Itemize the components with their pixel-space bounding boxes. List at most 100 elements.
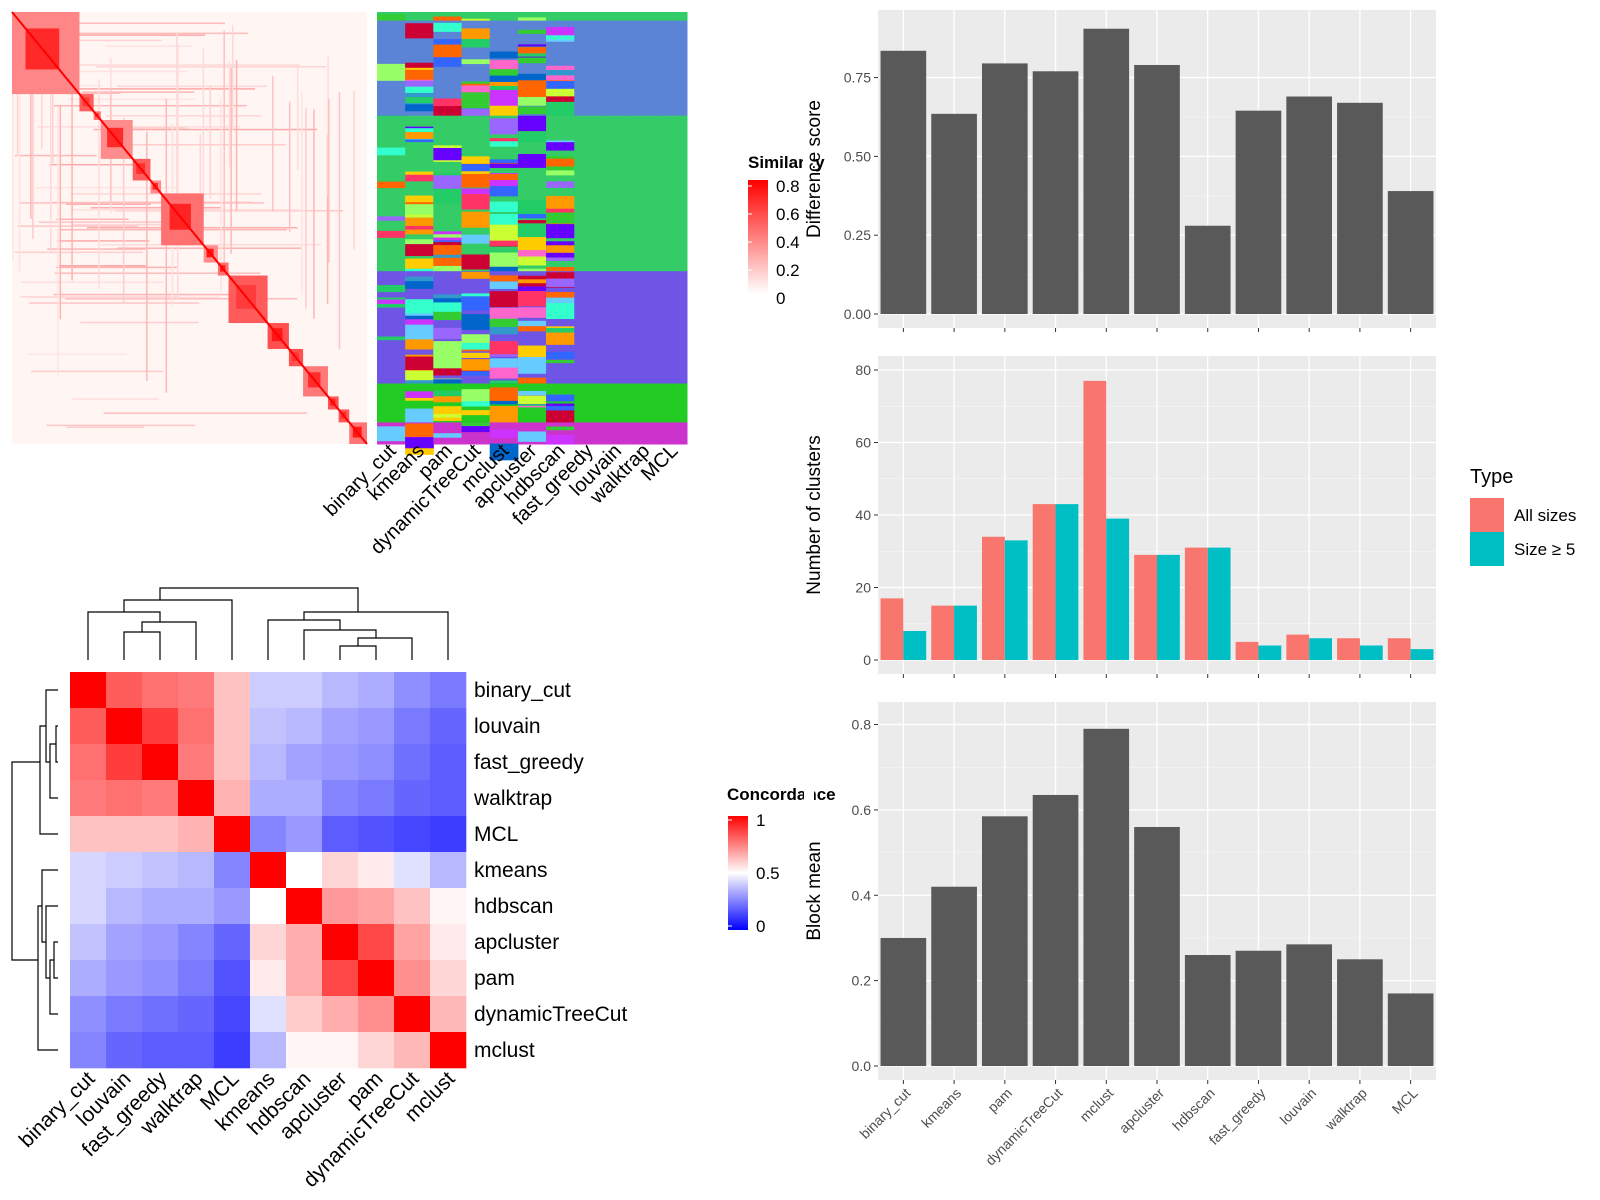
label-cell (461, 173, 491, 188)
label-cell (405, 239, 434, 245)
label-cell (461, 369, 491, 376)
label-cell (574, 422, 603, 445)
label-cell (433, 390, 463, 397)
method-labels: binary_cutkmeanspamdynamicTreeCutmclusta… (320, 440, 683, 559)
similarity-streak (30, 57, 32, 219)
label-cell (602, 271, 632, 385)
similarity-streak (122, 117, 125, 304)
legend-label-size-5: Size ≥ 5 (1514, 540, 1575, 559)
y-axis-label: Number of clusters (804, 435, 825, 594)
similarity-streak (353, 90, 355, 250)
concordance-cell (142, 888, 179, 925)
concordance-cell (214, 744, 251, 781)
label-cell (461, 38, 491, 48)
concordance-cell (214, 852, 251, 889)
label-cell (433, 414, 463, 418)
label-cell (461, 188, 491, 196)
label-cell (517, 256, 547, 266)
concordance-cell (250, 996, 287, 1033)
label-cell (461, 59, 491, 65)
concordance-cell (178, 708, 215, 745)
top-dendrogram-branch (339, 645, 377, 660)
bar (903, 631, 927, 660)
label-cell (461, 164, 491, 172)
label-cell (546, 359, 575, 364)
bar (931, 605, 955, 660)
bar (1184, 547, 1208, 660)
concordance-cell (322, 960, 359, 997)
similarity-streak (231, 24, 234, 131)
label-cell (405, 391, 434, 398)
legend-key-size-5 (1470, 532, 1504, 566)
similarity-streak (202, 48, 205, 210)
concordance-cell (358, 996, 395, 1033)
concordance-cell (142, 852, 179, 889)
bar (1309, 638, 1333, 660)
concordance-cell (142, 708, 179, 745)
concordance-cell (106, 1032, 143, 1069)
label-cell (630, 271, 660, 385)
concordance-cell (358, 708, 395, 745)
similarity-streak (313, 109, 315, 319)
similarity-streak (57, 106, 59, 377)
concordance-cell (142, 960, 179, 997)
concordance-cell (250, 960, 287, 997)
concordance-cell (214, 672, 251, 709)
similarity-tick-label: 0.8 (776, 177, 800, 196)
concordance-cell (70, 816, 107, 853)
label-cell (630, 422, 660, 445)
label-cell (461, 193, 491, 210)
similarity-streak (20, 202, 264, 204)
y-tick-label: 0.6 (852, 802, 872, 818)
label-cell (405, 281, 434, 289)
concordance-row-label: binary_cut (474, 679, 571, 702)
similarity-streak (71, 12, 73, 281)
label-cell (546, 181, 575, 188)
concordance-cell (430, 888, 467, 925)
similarity-streak (37, 126, 241, 128)
label-cell (489, 85, 519, 93)
label-cell (658, 12, 688, 22)
label-cell (405, 200, 434, 205)
label-cell (461, 410, 491, 416)
bar (1083, 380, 1107, 660)
label-cell (489, 224, 519, 241)
label-cell (489, 105, 519, 119)
concordance-cell (322, 996, 359, 1033)
concordance-cell (322, 888, 359, 925)
label-cell (630, 20, 660, 117)
concordance-cell (250, 672, 287, 709)
similarity-streak (98, 79, 100, 290)
label-cell (433, 350, 463, 363)
y-tick-label: 20 (855, 580, 871, 596)
similarity-streak (44, 92, 121, 94)
concordance-cell (358, 888, 395, 925)
label-cell (517, 326, 547, 332)
label-cell (602, 12, 632, 22)
top-dendrogram-branch (123, 599, 233, 660)
similarity-streak (90, 207, 222, 209)
concordance-cell (322, 816, 359, 853)
label-cell (433, 391, 463, 403)
label-cell (405, 443, 434, 455)
concordance-cell (178, 1032, 215, 1069)
bar (1083, 728, 1130, 1066)
label-cell (489, 406, 519, 423)
label-cell (405, 243, 434, 257)
concordance-cell (286, 708, 323, 745)
concordance-cell (142, 816, 179, 853)
label-cell (517, 29, 547, 34)
bar (981, 816, 1028, 1066)
legend-clip-mask-2 (804, 780, 814, 810)
concordance-cell (394, 996, 431, 1033)
concordance-tick-label: 1 (756, 811, 765, 830)
concordance-cell (250, 888, 287, 925)
label-cell (433, 234, 463, 238)
label-cell (433, 257, 463, 267)
label-cell (489, 72, 519, 82)
concordance-cell (142, 924, 179, 961)
concordance-cell (358, 1032, 395, 1069)
label-cell (546, 394, 575, 402)
concordance-legend-ticks: 10.50 (728, 811, 780, 936)
similarity-streak (12, 75, 14, 261)
